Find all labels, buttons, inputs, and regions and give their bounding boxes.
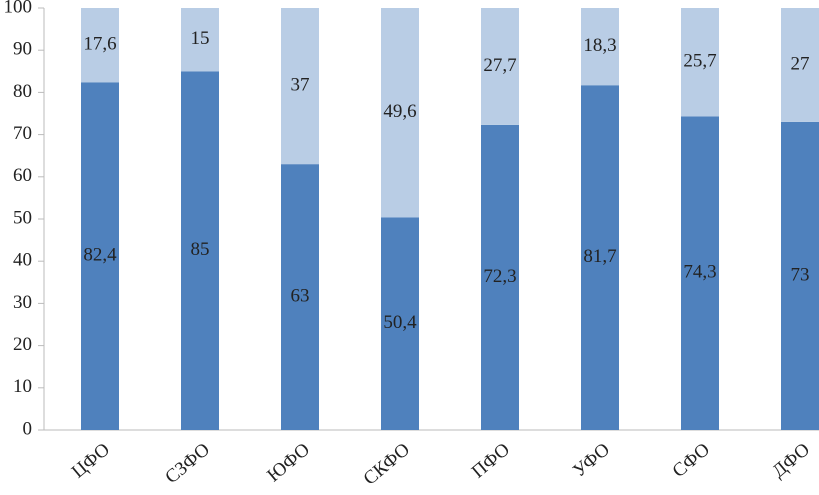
x-tick-label: СЗФО bbox=[161, 439, 214, 488]
y-tick-label: 90 bbox=[13, 39, 32, 60]
bar-segment bbox=[81, 82, 119, 430]
x-tick-label: УФО bbox=[569, 439, 614, 481]
x-tick-label: СКФО bbox=[360, 439, 414, 489]
value-label: 81,7 bbox=[583, 246, 616, 267]
value-label: 27 bbox=[791, 53, 810, 74]
value-label: 85 bbox=[191, 239, 210, 260]
value-label: 27,7 bbox=[483, 55, 516, 76]
bar-segment bbox=[581, 8, 619, 86]
y-tick-label: 40 bbox=[13, 250, 32, 271]
value-label: 25,7 bbox=[683, 51, 716, 72]
bar-segment bbox=[81, 8, 119, 83]
x-tick-label: ЦФО bbox=[68, 439, 114, 483]
x-tick-label: ДФО bbox=[768, 439, 814, 482]
value-label: 50,4 bbox=[383, 312, 417, 333]
y-tick-label: 70 bbox=[13, 123, 32, 144]
x-tick-label: ЮФО bbox=[263, 439, 314, 486]
value-label: 82,4 bbox=[83, 244, 117, 265]
bar-segment bbox=[181, 71, 219, 431]
y-tick-label: 30 bbox=[13, 292, 32, 313]
value-label: 73 bbox=[791, 264, 810, 285]
y-tick-label: 20 bbox=[13, 334, 32, 355]
x-tick-label: ПФО bbox=[468, 439, 514, 483]
y-tick-label: 0 bbox=[23, 418, 33, 439]
bar-segment bbox=[581, 85, 619, 430]
bar-segment bbox=[481, 8, 519, 125]
bar-segment bbox=[781, 8, 819, 122]
value-label: 15 bbox=[191, 28, 210, 49]
bar-segment bbox=[681, 8, 719, 117]
y-tick-label: 100 bbox=[4, 0, 33, 17]
value-label: 49,6 bbox=[383, 101, 416, 122]
value-label: 18,3 bbox=[583, 35, 616, 56]
bar-segment bbox=[381, 8, 419, 218]
value-label: 63 bbox=[291, 285, 310, 306]
bar-segment bbox=[281, 8, 319, 165]
bar-segment bbox=[281, 164, 319, 430]
value-label: 72,3 bbox=[483, 266, 516, 287]
y-tick-label: 10 bbox=[13, 376, 32, 397]
bar-segment bbox=[381, 217, 419, 430]
value-label: 37 bbox=[291, 74, 310, 95]
y-tick-label: 60 bbox=[13, 165, 32, 186]
bar-segment bbox=[481, 124, 519, 431]
y-tick-label: 50 bbox=[13, 207, 32, 228]
x-tick-label: СФО bbox=[669, 439, 714, 482]
value-label: 17,6 bbox=[83, 33, 116, 54]
bar-segment bbox=[681, 116, 719, 430]
y-tick-label: 80 bbox=[13, 81, 32, 102]
bar-segment bbox=[781, 121, 819, 430]
value-label: 74,3 bbox=[683, 262, 716, 283]
bar-segment bbox=[181, 8, 219, 72]
